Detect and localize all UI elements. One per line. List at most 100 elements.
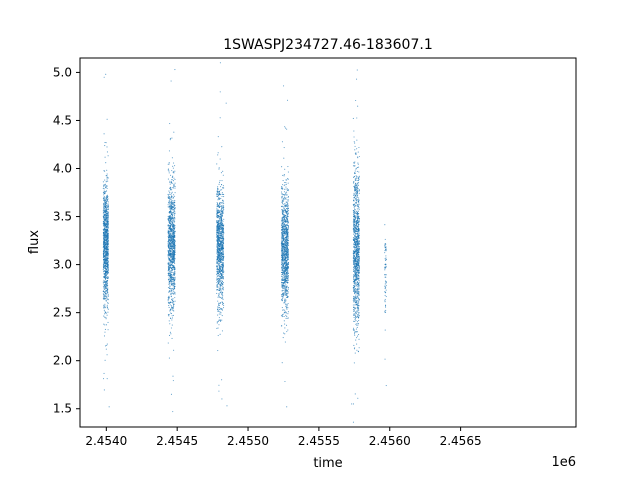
- data-point: [170, 245, 173, 247]
- data-point: [104, 292, 106, 294]
- data-point: [102, 192, 105, 194]
- data-point: [169, 331, 171, 333]
- data-point: [216, 321, 218, 323]
- data-point: [353, 295, 355, 297]
- data-point: [170, 201, 172, 203]
- data-point: [282, 267, 284, 269]
- data-point: [221, 280, 223, 283]
- data-point: [222, 240, 224, 242]
- data-point: [217, 310, 219, 312]
- data-point: [219, 241, 221, 243]
- data-point: [216, 270, 218, 272]
- data-point: [218, 247, 220, 249]
- data-point: [105, 281, 107, 283]
- data-point: [217, 274, 220, 276]
- data-point: [223, 231, 225, 233]
- data-point: [219, 254, 221, 256]
- data-point: [105, 209, 107, 211]
- data-point: [283, 211, 285, 213]
- data-point: [356, 310, 358, 312]
- data-point: [222, 265, 224, 267]
- data-point: [282, 236, 284, 238]
- data-point: [171, 192, 173, 194]
- data-point: [217, 255, 219, 257]
- data-point: [168, 275, 171, 277]
- data-point: [173, 282, 175, 284]
- data-point: [217, 191, 219, 193]
- data-point: [171, 237, 173, 239]
- data-point: [353, 310, 355, 312]
- data-point: [173, 252, 175, 254]
- data-point: [221, 258, 223, 260]
- data-point: [172, 314, 175, 316]
- data-point: [169, 235, 171, 237]
- data-point: [105, 282, 107, 284]
- data-point: [222, 199, 224, 201]
- data-point: [285, 284, 287, 286]
- data-point: [174, 227, 176, 229]
- data-point: [106, 207, 108, 209]
- data-point: [170, 213, 172, 215]
- data-point: [219, 279, 221, 282]
- data-point: [286, 241, 288, 243]
- data-point: [171, 230, 173, 232]
- data-point: [104, 145, 106, 147]
- data-point: [216, 202, 218, 204]
- data-point: [169, 186, 171, 188]
- data-point: [172, 227, 174, 230]
- data-point: [174, 300, 176, 302]
- data-point: [219, 292, 221, 294]
- data-point: [221, 266, 223, 268]
- data-point: [286, 273, 289, 275]
- data-point: [219, 158, 221, 160]
- data-point: [282, 257, 284, 259]
- data-point: [172, 254, 174, 256]
- data-point: [219, 301, 221, 304]
- data-point: [172, 197, 174, 199]
- data-point: [283, 194, 286, 196]
- data-point: [358, 178, 360, 180]
- data-point: [285, 127, 287, 129]
- data-point: [103, 262, 105, 264]
- data-point: [104, 202, 106, 204]
- data-point: [103, 249, 105, 251]
- data-point: [220, 280, 222, 282]
- data-point: [105, 260, 107, 262]
- data-point: [218, 235, 220, 237]
- data-point: [283, 235, 285, 237]
- data-point: [286, 179, 288, 181]
- data-point: [167, 255, 169, 257]
- data-point: [221, 211, 223, 213]
- data-point: [104, 183, 106, 185]
- data-point: [285, 312, 287, 314]
- data-point: [218, 237, 220, 239]
- data-point: [170, 216, 172, 218]
- data-point: [172, 202, 174, 205]
- data-point: [106, 289, 108, 292]
- data-point: [222, 271, 224, 274]
- data-point: [222, 249, 224, 251]
- data-point: [222, 242, 224, 244]
- data-point: [219, 244, 221, 246]
- data-point: [106, 268, 108, 270]
- data-point: [168, 253, 170, 255]
- data-point: [220, 276, 222, 278]
- data-point: [285, 192, 287, 194]
- data-point: [357, 210, 359, 212]
- data-point: [285, 183, 287, 185]
- data-point: [169, 240, 171, 242]
- data-point: [174, 204, 176, 206]
- data-point: [169, 249, 171, 251]
- data-point: [103, 372, 105, 375]
- data-point: [220, 197, 222, 200]
- data-point: [107, 198, 109, 200]
- data-point: [216, 214, 218, 216]
- data-point: [286, 277, 288, 279]
- data-point: [285, 307, 287, 309]
- data-point: [169, 181, 171, 184]
- data-point: [217, 221, 219, 224]
- data-point: [106, 290, 108, 292]
- data-point: [106, 344, 108, 346]
- data-point: [167, 178, 169, 180]
- data-point: [173, 265, 175, 267]
